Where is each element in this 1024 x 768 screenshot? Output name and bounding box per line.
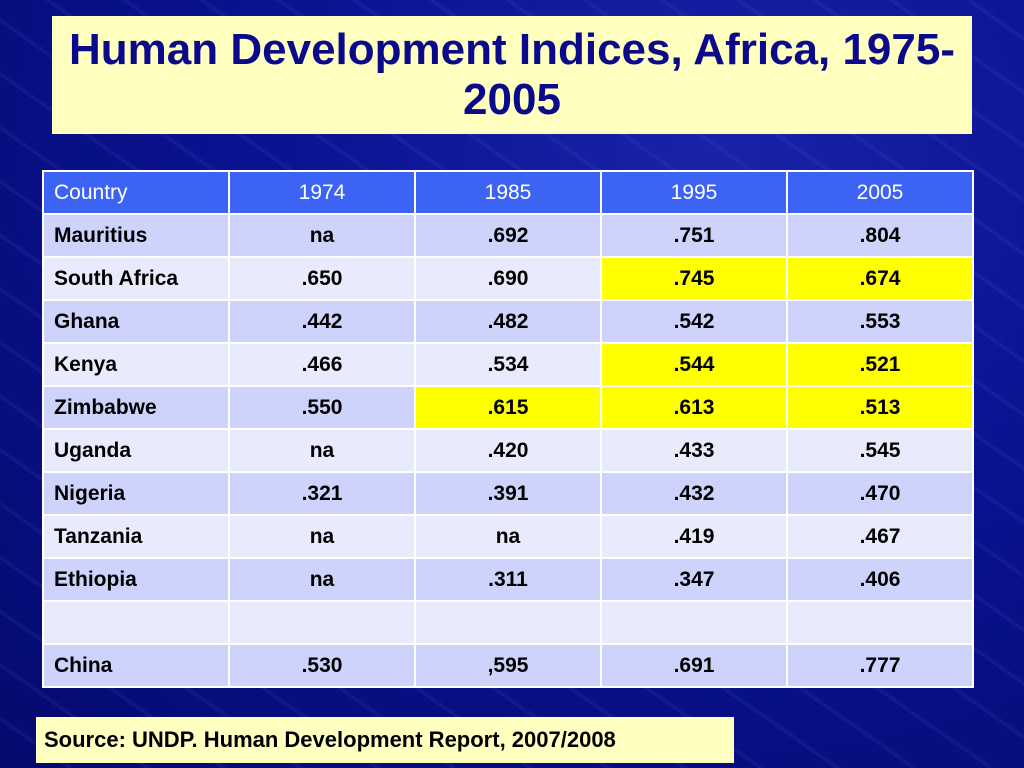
hdi-value-cell: .553 (786, 299, 974, 344)
hdi-value-cell: .467 (786, 514, 974, 559)
hdi-value-cell: .432 (600, 471, 788, 516)
hdi-value-cell: na (228, 213, 416, 258)
hdi-table: Country 1974 1985 1995 2005 Mauritius na.… (42, 170, 974, 688)
slide-title: Human Development Indices, Africa, 1975-… (69, 25, 955, 124)
hdi-value-cell (228, 600, 416, 645)
hdi-value-cell: .534 (414, 342, 602, 387)
table-row: Nigeria .321.391.432.470 (42, 471, 974, 516)
hdi-value-cell: .470 (786, 471, 974, 516)
table-row: Ethiopia na .311.347.406 (42, 557, 974, 602)
table-row: Mauritius na .692.751.804 (42, 213, 974, 258)
hdi-value-cell: .691 (600, 643, 788, 688)
header-1985: 1985 (414, 170, 602, 215)
table-body: Mauritius na .692.751.804 South Africa .650.… (42, 213, 974, 688)
hdi-value-cell: .321 (228, 471, 416, 516)
hdi-value-cell: .419 (600, 514, 788, 559)
country-cell: Zimbabwe (42, 385, 230, 430)
country-cell: Nigeria (42, 471, 230, 516)
country-cell: Kenya (42, 342, 230, 387)
table-row: Ghana .442.482.542.553 (42, 299, 974, 344)
title-box: Human Development Indices, Africa, 1975-… (52, 16, 972, 134)
table-row: Uganda na .420.433.545 (42, 428, 974, 473)
hdi-value-cell: .545 (786, 428, 974, 473)
header-1995: 1995 (600, 170, 788, 215)
table-row: Tanzania na na .419.467 (42, 514, 974, 559)
hdi-value-cell: .650 (228, 256, 416, 301)
header-2005: 2005 (786, 170, 974, 215)
country-cell: Uganda (42, 428, 230, 473)
hdi-value-cell: .513 (786, 385, 974, 430)
hdi-value-cell: .613 (600, 385, 788, 430)
hdi-value-cell: .674 (786, 256, 974, 301)
country-cell: Mauritius (42, 213, 230, 258)
hdi-value-cell: .692 (414, 213, 602, 258)
country-cell: South Africa (42, 256, 230, 301)
hdi-value-cell: .804 (786, 213, 974, 258)
hdi-value-cell: ,595 (414, 643, 602, 688)
source-box: Source: UNDP. Human Development Report, … (36, 717, 734, 763)
hdi-value-cell: .751 (600, 213, 788, 258)
table-row (42, 600, 974, 645)
hdi-value-cell: .311 (414, 557, 602, 602)
hdi-value-cell: .777 (786, 643, 974, 688)
hdi-value-cell: .347 (600, 557, 788, 602)
country-cell: Tanzania (42, 514, 230, 559)
hdi-value-cell: .466 (228, 342, 416, 387)
header-country: Country (42, 170, 230, 215)
hdi-value-cell: .442 (228, 299, 416, 344)
hdi-value-cell: .406 (786, 557, 974, 602)
hdi-value-cell: na (414, 514, 602, 559)
header-1974: 1974 (228, 170, 416, 215)
hdi-value-cell (786, 600, 974, 645)
hdi-value-cell: .482 (414, 299, 602, 344)
hdi-value-cell: .542 (600, 299, 788, 344)
table-row: Kenya .466.534.544.521 (42, 342, 974, 387)
hdi-value-cell: .521 (786, 342, 974, 387)
hdi-value-cell (600, 600, 788, 645)
hdi-value-cell: na (228, 557, 416, 602)
table-row: Zimbabwe .550.615.613.513 (42, 385, 974, 430)
hdi-value-cell: .550 (228, 385, 416, 430)
hdi-value-cell: .433 (600, 428, 788, 473)
hdi-value-cell: .530 (228, 643, 416, 688)
country-cell: Ethiopia (42, 557, 230, 602)
hdi-value-cell: .745 (600, 256, 788, 301)
table-header-row: Country 1974 1985 1995 2005 (42, 170, 974, 215)
hdi-value-cell: .615 (414, 385, 602, 430)
hdi-value-cell: .544 (600, 342, 788, 387)
country-cell (42, 600, 230, 645)
hdi-value-cell: .420 (414, 428, 602, 473)
source-citation: Source: UNDP. Human Development Report, … (44, 727, 616, 752)
hdi-value-cell: na (228, 428, 416, 473)
hdi-value-cell: .690 (414, 256, 602, 301)
table-row: China .530,595.691.777 (42, 643, 974, 688)
hdi-value-cell (414, 600, 602, 645)
hdi-value-cell: na (228, 514, 416, 559)
table-row: South Africa .650.690.745.674 (42, 256, 974, 301)
country-cell: Ghana (42, 299, 230, 344)
hdi-value-cell: .391 (414, 471, 602, 516)
country-cell: China (42, 643, 230, 688)
